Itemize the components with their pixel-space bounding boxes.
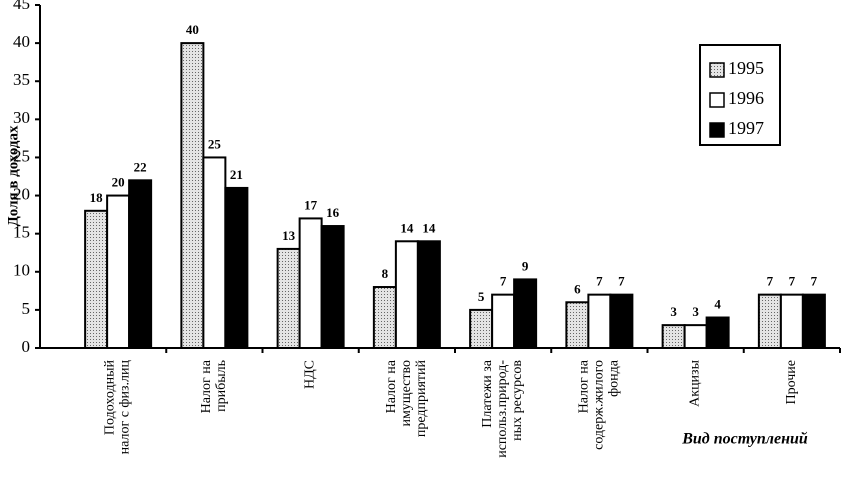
- value-label: 22: [134, 159, 147, 174]
- value-label: 7: [789, 274, 796, 289]
- x-tick-label: НДС: [303, 360, 318, 389]
- bar: [298, 217, 323, 349]
- y-tick-label: 20: [13, 184, 30, 203]
- y-axis-title: Доля в доходах: [5, 125, 21, 227]
- x-tick-label: Налог насодерж.жилогофонда: [577, 359, 622, 450]
- legend-label: 1997: [728, 118, 764, 138]
- legend-swatch: [709, 62, 725, 78]
- legend-label: 1995: [728, 58, 764, 78]
- value-label: 8: [382, 266, 389, 281]
- legend-swatch: [709, 122, 725, 138]
- bar: [587, 293, 612, 349]
- value-label: 14: [422, 220, 436, 235]
- legend-label: 1996: [728, 88, 764, 108]
- x-tick-label: Акцизы: [688, 359, 703, 406]
- bar: [394, 240, 419, 350]
- value-label: 18: [90, 190, 104, 205]
- x-axis-title: Вид поступлений: [681, 431, 808, 448]
- bar: [513, 278, 538, 349]
- y-tick-label: 25: [13, 146, 30, 165]
- value-label: 20: [112, 175, 125, 190]
- bar: [779, 293, 804, 349]
- value-label: 7: [596, 274, 603, 289]
- legend-swatch: [709, 92, 725, 108]
- bar: [276, 247, 301, 350]
- y-tick-label: 40: [13, 32, 30, 51]
- bar: [180, 42, 205, 349]
- value-label: 16: [326, 205, 340, 220]
- y-tick-label: 35: [13, 70, 30, 89]
- bar: [106, 194, 131, 349]
- value-label: 17: [304, 197, 318, 212]
- value-label: 13: [282, 228, 296, 243]
- value-label: 4: [714, 296, 721, 311]
- y-tick-label: 30: [13, 108, 30, 127]
- bar: [224, 186, 249, 349]
- bar: [372, 286, 397, 349]
- legend: 1995 1996 1997: [699, 44, 781, 146]
- bar: [609, 293, 634, 349]
- bar: [469, 308, 494, 349]
- x-tick-label: Платежи заиспольз.природ-ных ресурсов: [480, 359, 525, 458]
- y-tick-label: 15: [13, 223, 30, 242]
- value-label: 5: [478, 289, 485, 304]
- y-tick-label: 10: [13, 261, 30, 280]
- bar: [128, 179, 153, 349]
- value-label: 25: [208, 136, 222, 151]
- value-label: 7: [500, 274, 507, 289]
- bar: [416, 240, 441, 350]
- bar: [661, 324, 686, 349]
- bar: [565, 301, 590, 349]
- x-tick-label: Налог наимуществопредприятий: [384, 359, 429, 437]
- bar: [757, 293, 782, 349]
- bar: [320, 225, 345, 350]
- x-tick-label: Подоходныйналог с физ.лиц: [103, 359, 133, 454]
- value-label: 3: [692, 304, 699, 319]
- y-tick-label: 0: [22, 337, 31, 356]
- bar: [202, 156, 227, 349]
- value-label: 40: [186, 22, 199, 37]
- bar: [801, 293, 826, 349]
- bar: [491, 293, 516, 349]
- bar: [683, 324, 708, 349]
- y-tick-label: 45: [13, 0, 30, 13]
- y-tick-label: 5: [22, 299, 31, 318]
- value-label: 7: [811, 274, 818, 289]
- bar: [84, 209, 109, 349]
- value-label: 9: [522, 258, 529, 273]
- value-label: 7: [618, 274, 625, 289]
- bar: [705, 316, 730, 349]
- x-tick-label: Налог наприбыль: [199, 359, 229, 413]
- x-tick-label: Прочие: [784, 360, 799, 405]
- value-label: 21: [230, 167, 243, 182]
- value-label: 3: [670, 304, 677, 319]
- value-label: 7: [767, 274, 774, 289]
- value-label: 14: [400, 220, 414, 235]
- value-label: 6: [574, 281, 581, 296]
